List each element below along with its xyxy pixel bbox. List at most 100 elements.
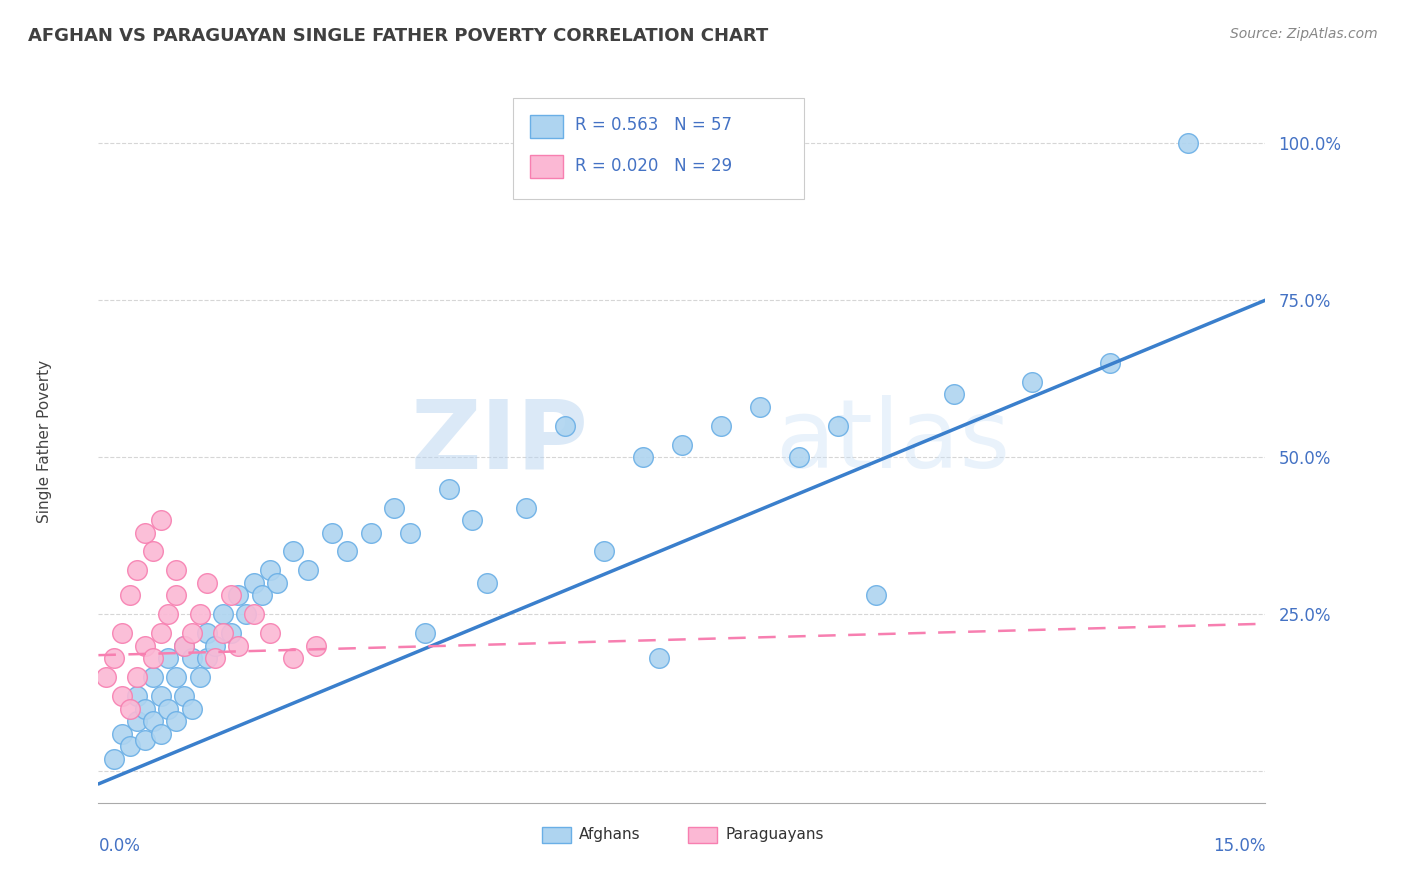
Point xyxy=(118,589,141,603)
Point xyxy=(235,607,257,622)
Text: 0.0%: 0.0% xyxy=(98,838,141,855)
Point xyxy=(127,714,149,728)
Point xyxy=(787,450,810,465)
Point xyxy=(127,563,149,577)
Point xyxy=(219,589,242,603)
Point xyxy=(259,626,281,640)
Point xyxy=(212,626,235,640)
Point xyxy=(398,525,420,540)
Point xyxy=(195,651,218,665)
Point xyxy=(127,670,149,684)
Point xyxy=(1021,375,1043,389)
Point xyxy=(243,575,266,590)
Point xyxy=(943,387,966,401)
Point xyxy=(173,639,195,653)
Point xyxy=(165,563,187,577)
Point xyxy=(127,689,149,703)
Point xyxy=(671,438,693,452)
Point xyxy=(188,607,211,622)
Point xyxy=(165,714,187,728)
Text: atlas: atlas xyxy=(775,395,1011,488)
Point xyxy=(631,450,654,465)
Point xyxy=(321,525,343,540)
Point xyxy=(195,626,218,640)
Point xyxy=(142,651,165,665)
Point xyxy=(118,701,141,715)
Point xyxy=(149,689,172,703)
Point xyxy=(165,589,187,603)
Point xyxy=(149,727,172,741)
Point xyxy=(281,544,304,558)
Point xyxy=(461,513,484,527)
Point xyxy=(228,639,250,653)
Point xyxy=(195,575,218,590)
Point xyxy=(149,513,172,527)
Point xyxy=(593,544,616,558)
Point xyxy=(142,544,165,558)
Point xyxy=(111,689,134,703)
Point xyxy=(219,626,242,640)
Text: 15.0%: 15.0% xyxy=(1213,838,1265,855)
Point xyxy=(554,418,576,433)
Point xyxy=(305,639,328,653)
Point xyxy=(165,670,187,684)
Point xyxy=(173,639,195,653)
Point xyxy=(827,418,849,433)
Point xyxy=(204,639,226,653)
Point xyxy=(118,739,141,754)
Point xyxy=(243,607,266,622)
Point xyxy=(180,651,202,665)
FancyBboxPatch shape xyxy=(513,98,804,200)
Text: R = 0.563   N = 57: R = 0.563 N = 57 xyxy=(575,116,731,134)
Point xyxy=(382,500,405,515)
Point xyxy=(157,651,180,665)
Point xyxy=(157,607,180,622)
Point xyxy=(111,727,134,741)
Text: Source: ZipAtlas.com: Source: ZipAtlas.com xyxy=(1230,27,1378,41)
Point xyxy=(134,733,156,747)
Text: Afghans: Afghans xyxy=(579,827,641,842)
Point xyxy=(103,651,125,665)
Point xyxy=(173,689,195,703)
Point xyxy=(250,589,273,603)
Point xyxy=(865,589,887,603)
Point xyxy=(413,626,436,640)
Text: Paraguayans: Paraguayans xyxy=(725,827,824,842)
Point xyxy=(297,563,319,577)
Text: ZIP: ZIP xyxy=(411,395,589,488)
Point xyxy=(281,651,304,665)
Point xyxy=(266,575,288,590)
Point xyxy=(142,670,165,684)
Point xyxy=(134,639,156,653)
Point xyxy=(134,525,156,540)
Point xyxy=(180,626,202,640)
Point xyxy=(157,701,180,715)
FancyBboxPatch shape xyxy=(688,827,717,843)
Point xyxy=(647,651,669,665)
Text: R = 0.020   N = 29: R = 0.020 N = 29 xyxy=(575,156,731,175)
Point xyxy=(228,589,250,603)
Point xyxy=(142,714,165,728)
Point xyxy=(437,482,460,496)
Point xyxy=(111,626,134,640)
Point xyxy=(149,626,172,640)
Point xyxy=(188,670,211,684)
Point xyxy=(204,651,226,665)
FancyBboxPatch shape xyxy=(530,154,562,178)
Point xyxy=(212,607,235,622)
Point xyxy=(477,575,499,590)
Point xyxy=(96,670,118,684)
Text: Single Father Poverty: Single Father Poverty xyxy=(37,360,52,523)
Point xyxy=(1177,136,1199,150)
Text: AFGHAN VS PARAGUAYAN SINGLE FATHER POVERTY CORRELATION CHART: AFGHAN VS PARAGUAYAN SINGLE FATHER POVER… xyxy=(28,27,768,45)
FancyBboxPatch shape xyxy=(541,827,571,843)
Point xyxy=(748,400,770,414)
Point xyxy=(134,701,156,715)
FancyBboxPatch shape xyxy=(530,115,562,138)
Point xyxy=(710,418,733,433)
Point xyxy=(103,752,125,766)
Point xyxy=(360,525,382,540)
Point xyxy=(259,563,281,577)
Point xyxy=(180,701,202,715)
Point xyxy=(336,544,359,558)
